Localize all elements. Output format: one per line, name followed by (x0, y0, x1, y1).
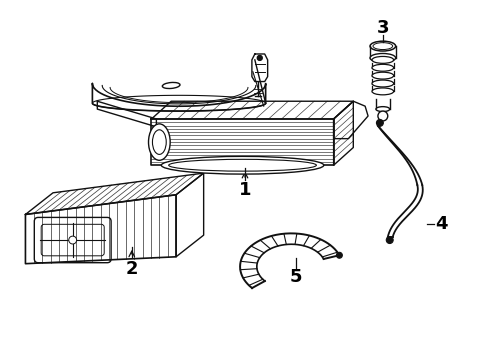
Ellipse shape (372, 64, 393, 71)
Ellipse shape (161, 156, 324, 174)
Ellipse shape (152, 130, 166, 154)
Ellipse shape (169, 159, 317, 171)
Circle shape (257, 55, 262, 60)
Text: 5: 5 (290, 268, 302, 286)
Text: 2: 2 (125, 260, 138, 278)
Circle shape (378, 111, 388, 121)
Ellipse shape (370, 54, 395, 62)
Circle shape (337, 252, 343, 258)
Text: 3: 3 (377, 19, 389, 37)
Ellipse shape (372, 80, 393, 87)
Ellipse shape (372, 72, 393, 79)
Text: 1: 1 (239, 181, 251, 199)
Ellipse shape (148, 124, 170, 160)
Text: 4: 4 (436, 215, 448, 233)
Circle shape (386, 237, 393, 243)
Ellipse shape (69, 236, 76, 244)
Ellipse shape (373, 42, 392, 50)
Ellipse shape (372, 57, 393, 63)
Circle shape (376, 120, 383, 126)
Ellipse shape (372, 88, 393, 95)
Ellipse shape (370, 41, 395, 51)
Ellipse shape (376, 107, 390, 112)
